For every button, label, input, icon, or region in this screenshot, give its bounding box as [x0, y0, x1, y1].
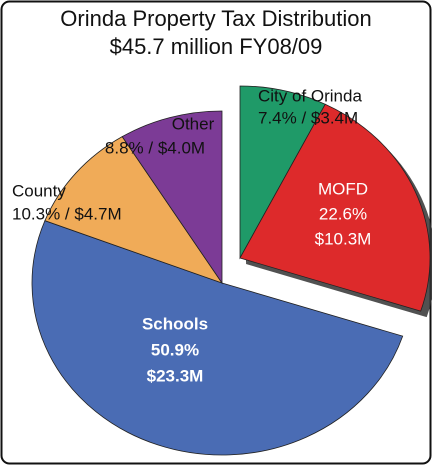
value-label: $23.3M	[147, 366, 204, 385]
slice-name: Other	[172, 114, 215, 133]
value-label: 50.9%	[151, 340, 199, 359]
slice-name: County	[12, 181, 66, 200]
value-label: $10.3M	[315, 229, 372, 248]
pie-slice	[44, 136, 224, 284]
value-label: 8.8% / $4.0M	[105, 138, 205, 157]
pie-slice	[31, 220, 404, 456]
value-label: 7.4% / $3.4M	[258, 108, 358, 127]
value-label: 22.6%	[319, 204, 367, 223]
pie	[31, 85, 432, 456]
chart-subtitle: $45.7 million FY08/09	[110, 34, 323, 59]
pie-slice	[239, 103, 431, 312]
slice-name: MOFD	[318, 179, 368, 198]
value-label: 10.3% / $4.7M	[12, 204, 122, 223]
slice-name: Schools	[142, 314, 208, 333]
labels: City of Orinda 7.4% / $3.4M MOFD 22.6% $10.3…	[12, 86, 371, 385]
chart-title: Orinda Property Tax Distribution	[60, 6, 371, 31]
pie-slice	[121, 110, 223, 285]
slice-name: City of Orinda	[258, 86, 362, 105]
